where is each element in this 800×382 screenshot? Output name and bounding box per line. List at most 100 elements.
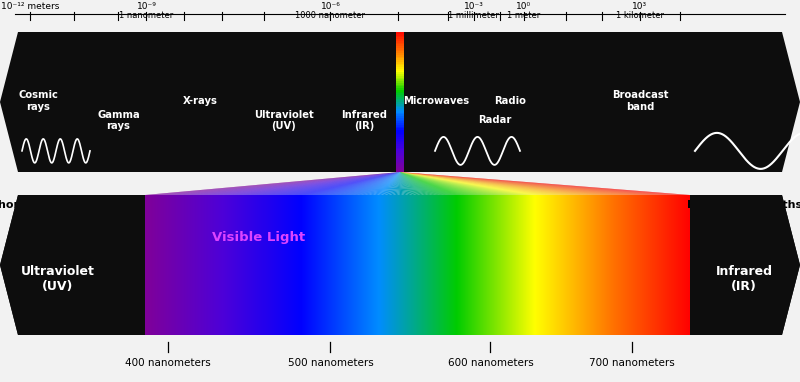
Polygon shape (400, 172, 465, 195)
Bar (396, 142, 404, 144)
Polygon shape (338, 172, 400, 195)
Polygon shape (350, 172, 400, 195)
Polygon shape (381, 172, 400, 195)
Polygon shape (400, 172, 687, 195)
Polygon shape (400, 172, 562, 195)
Polygon shape (249, 172, 400, 195)
Polygon shape (400, 172, 566, 195)
Polygon shape (164, 172, 400, 195)
Bar (396, 125, 404, 126)
Text: 1 meter: 1 meter (507, 11, 541, 20)
Text: 10⁻³: 10⁻³ (464, 2, 483, 11)
Polygon shape (366, 172, 400, 195)
Polygon shape (400, 172, 689, 195)
Bar (396, 63, 404, 65)
Polygon shape (400, 172, 478, 195)
Polygon shape (400, 172, 607, 195)
Bar (396, 76, 404, 78)
Polygon shape (290, 172, 400, 195)
Bar (396, 163, 404, 165)
Polygon shape (298, 172, 400, 195)
Polygon shape (400, 172, 585, 195)
Bar (396, 79, 404, 81)
Polygon shape (178, 172, 400, 195)
Polygon shape (400, 172, 404, 195)
Polygon shape (337, 172, 400, 195)
Text: Ultraviolet
(UV): Ultraviolet (UV) (21, 265, 94, 293)
Text: Cosmic
rays: Cosmic rays (18, 91, 58, 112)
Polygon shape (400, 172, 422, 195)
Polygon shape (400, 172, 629, 195)
Bar (396, 72, 404, 74)
Bar (396, 144, 404, 146)
Bar (396, 81, 404, 83)
Polygon shape (330, 172, 400, 195)
Polygon shape (358, 172, 400, 195)
Polygon shape (400, 172, 484, 195)
Text: Radar: Radar (478, 115, 511, 125)
Polygon shape (400, 172, 658, 195)
Polygon shape (234, 172, 400, 195)
Bar (396, 90, 404, 92)
Polygon shape (400, 172, 672, 195)
Polygon shape (400, 172, 608, 195)
Polygon shape (243, 172, 400, 195)
Polygon shape (400, 172, 402, 195)
Polygon shape (348, 172, 400, 195)
Polygon shape (253, 172, 400, 195)
Polygon shape (400, 172, 497, 195)
Polygon shape (400, 172, 501, 195)
Bar (396, 154, 404, 156)
Polygon shape (400, 172, 521, 195)
Polygon shape (220, 172, 400, 195)
Polygon shape (400, 172, 627, 195)
Text: Gamma
rays: Gamma rays (97, 110, 140, 131)
Polygon shape (332, 172, 400, 195)
Polygon shape (167, 172, 400, 195)
Polygon shape (315, 172, 400, 195)
Polygon shape (218, 172, 400, 195)
Polygon shape (146, 172, 400, 195)
Polygon shape (160, 172, 400, 195)
Polygon shape (329, 172, 400, 195)
Polygon shape (400, 172, 470, 195)
Polygon shape (400, 172, 441, 195)
Text: 10⁻⁹: 10⁻⁹ (137, 2, 156, 11)
Polygon shape (398, 172, 400, 195)
Polygon shape (387, 172, 400, 195)
Polygon shape (400, 172, 460, 195)
Polygon shape (400, 172, 462, 195)
Polygon shape (327, 172, 400, 195)
Polygon shape (400, 172, 662, 195)
Bar (396, 104, 404, 105)
Bar (396, 48, 404, 50)
Polygon shape (400, 172, 430, 195)
Polygon shape (270, 172, 400, 195)
Text: 10⁰: 10⁰ (517, 2, 531, 11)
Polygon shape (400, 172, 408, 195)
Polygon shape (400, 172, 418, 195)
Polygon shape (262, 172, 400, 195)
Polygon shape (231, 172, 400, 195)
Polygon shape (400, 172, 596, 195)
Polygon shape (400, 172, 429, 195)
Polygon shape (400, 172, 410, 195)
Polygon shape (152, 172, 400, 195)
Bar (396, 162, 404, 163)
Polygon shape (183, 172, 400, 195)
Bar (396, 160, 404, 162)
Polygon shape (346, 172, 400, 195)
Polygon shape (224, 172, 400, 195)
Polygon shape (400, 172, 645, 195)
Polygon shape (400, 172, 419, 195)
Polygon shape (363, 172, 400, 195)
Polygon shape (193, 172, 400, 195)
Bar (396, 97, 404, 99)
Polygon shape (212, 172, 400, 195)
Bar (396, 83, 404, 84)
Polygon shape (400, 172, 554, 195)
Polygon shape (400, 172, 461, 195)
Polygon shape (400, 172, 476, 195)
Polygon shape (314, 172, 400, 195)
Polygon shape (400, 172, 648, 195)
